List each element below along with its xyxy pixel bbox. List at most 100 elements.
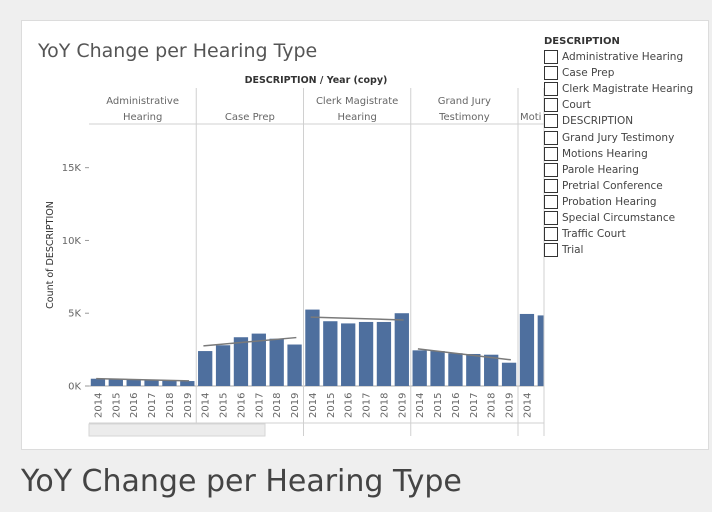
x-tick-label: 2017 (147, 393, 158, 418)
bar (198, 351, 213, 386)
panel-header: Grand Jury (438, 96, 491, 107)
bar (412, 350, 427, 386)
legend-checkbox[interactable] (544, 130, 558, 145)
trend-line (203, 336, 297, 347)
bar (537, 315, 544, 386)
bar (484, 354, 499, 386)
legend-checkbox[interactable] (544, 178, 558, 193)
legend-checkbox[interactable] (544, 98, 558, 113)
panel-header: Hearing (123, 112, 162, 123)
legend-title: DESCRIPTION (544, 36, 620, 47)
trend-line (417, 348, 511, 361)
y-tick-label: 5K (68, 309, 81, 320)
horizontal-scrollbar[interactable] (88, 423, 266, 437)
legend-checkbox[interactable] (544, 243, 558, 258)
legend-item[interactable]: Clerk Magistrate Hearing (544, 81, 693, 97)
bar (144, 379, 159, 386)
x-tick-label: 2014 (522, 393, 533, 418)
bar (233, 337, 249, 386)
caption: YoY Change per Hearing Type (21, 464, 462, 499)
legend-label: Pretrial Conference (562, 179, 663, 192)
x-tick-label: 2018 (272, 393, 283, 418)
legend-checkbox[interactable] (544, 66, 558, 81)
legend-checkbox[interactable] (544, 146, 558, 161)
x-tick-label: 2015 (111, 393, 122, 418)
x-tick-label: 2017 (469, 393, 480, 418)
panel-header: Hearing (337, 112, 376, 123)
legend-label: Grand Jury Testimony (562, 131, 675, 144)
bar (519, 313, 535, 386)
legend-item[interactable]: Grand Jury Testimony (544, 129, 693, 145)
bar (501, 362, 517, 386)
x-tick-label: 2016 (236, 393, 247, 418)
legend-label: Case Prep (562, 67, 615, 80)
legend-item[interactable]: Trial (544, 242, 693, 258)
x-tick-label: 2014 (415, 393, 426, 418)
x-tick-label: 2019 (397, 393, 408, 418)
x-tick-label: 2014 (93, 393, 104, 418)
legend-item[interactable]: DESCRIPTION (544, 113, 693, 129)
x-tick-label: 2016 (344, 393, 355, 418)
bar (108, 379, 123, 386)
chart-title: YoY Change per Hearing Type (38, 40, 318, 62)
bar (430, 351, 445, 386)
legend-checkbox[interactable] (544, 162, 558, 177)
legend-label: Court (562, 99, 591, 112)
trend-line (310, 316, 404, 321)
legend-checkbox[interactable] (544, 210, 558, 225)
panel-header: Clerk Magistrate (316, 96, 398, 107)
y-axis-label: Count of DESCRIPTION (45, 201, 56, 309)
x-tick-label: 2019 (183, 393, 194, 418)
bar (90, 378, 106, 386)
bar (162, 380, 177, 386)
bar (287, 344, 302, 386)
x-tick-label: 2015 (326, 393, 337, 418)
legend-checkbox[interactable] (544, 50, 558, 65)
x-tick-label: 2017 (254, 393, 265, 418)
bar (448, 353, 463, 386)
bar (215, 345, 231, 386)
bar (180, 381, 195, 386)
legend-label: Motions Hearing (562, 147, 648, 160)
legend-checkbox[interactable] (544, 227, 558, 242)
x-tick-label: 2014 (308, 393, 319, 418)
x-tick-label: 2018 (165, 393, 176, 418)
legend-item[interactable]: Probation Hearing (544, 194, 693, 210)
panel-header: Administrative (106, 96, 179, 107)
bar (358, 321, 374, 386)
bar (376, 321, 392, 386)
bar (126, 379, 141, 386)
bar (305, 309, 320, 386)
y-tick-label: 0K (68, 382, 81, 393)
y-tick-label: 10K (62, 236, 82, 247)
legend-label: Probation Hearing (562, 195, 657, 208)
legend-label: Special Circumstance (562, 211, 676, 224)
legend-item[interactable]: Pretrial Conference (544, 178, 693, 194)
legend-label: Administrative Hearing (562, 51, 684, 64)
legend-item[interactable]: Special Circumstance (544, 210, 693, 226)
legend-item[interactable]: Case Prep (544, 65, 693, 81)
legend-item[interactable]: Motions Hearing (544, 146, 693, 162)
x-tick-label: 2019 (290, 393, 301, 418)
legend-checkbox[interactable] (544, 82, 558, 97)
legend-item[interactable]: Court (544, 97, 693, 113)
legend-item[interactable]: Parole Hearing (544, 162, 693, 178)
bar (466, 353, 481, 386)
bar (269, 338, 284, 386)
x-tick-label: 2014 (201, 393, 212, 418)
legend-label: Clerk Magistrate Hearing (562, 83, 694, 96)
trend-line (96, 377, 190, 382)
legend-checkbox[interactable] (544, 114, 558, 129)
legend-label: Trial (562, 244, 584, 257)
header-title: DESCRIPTION / Year (copy) (245, 75, 388, 86)
y-tick-label: 15K (62, 163, 82, 174)
legend-item[interactable]: Administrative Hearing (544, 49, 693, 65)
legend-item[interactable]: Traffic Court (544, 226, 693, 242)
legend: DESCRIPTION Administrative Hearing Case P… (544, 36, 693, 258)
bar (341, 323, 356, 386)
legend-checkbox[interactable] (544, 194, 558, 209)
x-tick-label: 2016 (129, 393, 140, 418)
bar (323, 321, 338, 386)
legend-label: Traffic Court (562, 228, 626, 241)
x-tick-label: 2015 (433, 393, 444, 418)
